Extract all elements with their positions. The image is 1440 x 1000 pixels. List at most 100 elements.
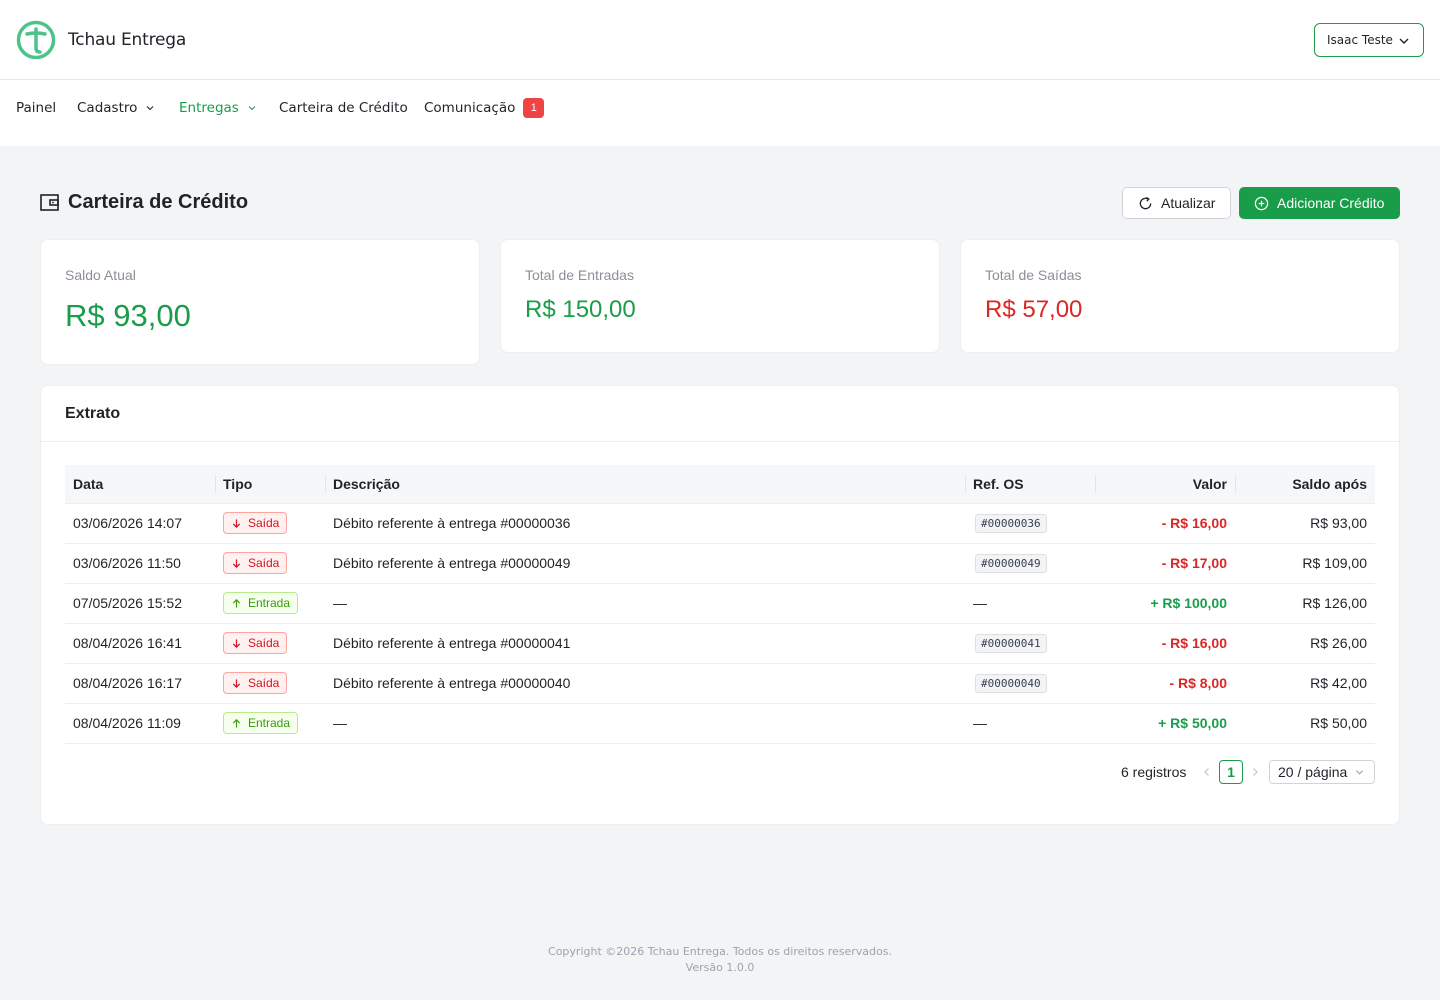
cell-saldo: R$ 126,00 [1235,583,1375,624]
table-row: 08/04/2026 16:17 Saída Débito referente à … [65,663,1375,704]
col-data[interactable]: Data [65,465,215,504]
nav-cadastro-label: Cadastro [77,100,138,116]
page-size-value: 20 / página [1278,764,1348,780]
logo-icon[interactable] [16,20,56,60]
user-name: Isaac Teste [1327,33,1393,47]
arrow-down-icon [232,558,241,568]
table-row: 03/06/2026 11:50 Saída Débito referente à … [65,543,1375,584]
col-saldo[interactable]: Saldo após [1235,465,1375,504]
cell-valor: - R$ 16,00 [1095,623,1235,664]
stat-card-saldo: Saldo Atual R$ 93,00 [40,239,480,365]
type-tag-label: Entrada [248,716,291,730]
refresh-button[interactable]: Atualizar [1122,187,1231,219]
arrow-down-icon [232,638,241,648]
top-header: Tchau Entrega Isaac Teste [0,0,1440,80]
col-tipo[interactable]: Tipo [215,465,325,504]
cell-ref: #00000040 [965,663,1095,704]
type-tag-label: Saída [248,676,280,690]
col-valor[interactable]: Valor [1095,465,1235,504]
ref-os-tag[interactable]: #00000049 [975,553,1047,573]
nav-entregas-label: Entregas [179,100,239,116]
cell-descricao: — [325,583,965,624]
wallet-icon [40,194,59,211]
chevron-down-icon [1355,770,1364,775]
main-nav: Painel Cadastro Entregas Carteira de Cré… [0,80,1440,146]
table-row: 03/06/2026 14:07 Saída Débito referente à … [65,503,1375,544]
extrato-header: Extrato [41,386,1399,442]
arrow-down-icon [232,678,241,688]
stat-value: R$ 57,00 [985,296,1083,323]
cell-saldo: R$ 42,00 [1235,663,1375,704]
total-records: 6 registros [1121,764,1187,780]
cell-saldo: R$ 109,00 [1235,543,1375,584]
page-title-text: Carteira de Crédito [68,191,249,213]
type-tag: Saída [223,512,288,534]
table-row: 07/05/2026 15:52 Entrada — — + R$ 100,00 R$ 1… [65,583,1375,624]
cell-data: 07/05/2026 15:52 [65,583,215,624]
chevron-right-icon[interactable] [1249,766,1261,778]
stat-value: R$ 150,00 [525,296,636,323]
nav-painel-label: Painel [16,100,57,116]
user-menu-button[interactable]: Isaac Teste [1314,23,1424,57]
add-credit-button[interactable]: Adicionar Crédito [1239,187,1400,219]
table-row: 08/04/2026 16:41 Saída Débito referente à … [65,623,1375,664]
chevron-down-icon [147,106,154,111]
ref-os-tag[interactable]: #00000036 [975,513,1047,533]
nav-comunicacao[interactable]: Comunicação 1 [424,98,545,118]
stat-card-entradas: Total de Entradas R$ 150,00 [500,239,940,353]
ref-os-tag[interactable]: #00000041 [975,633,1047,653]
extrato-table: Data Tipo Descrição Ref. OS Valor Saldo … [65,465,1375,744]
nav-cadastro[interactable]: Cadastro [77,98,155,118]
nav-carteira-label: Carteira de Crédito [279,100,408,116]
arrow-up-icon [232,718,241,728]
cell-saldo: R$ 50,00 [1235,703,1375,744]
nav-carteira[interactable]: Carteira de Crédito [279,98,408,118]
cell-ref: — [965,583,1095,624]
extrato-title: Extrato [65,405,121,422]
pagination: 6 registros 1 20 / página [41,760,1399,784]
cell-tipo: Saída [215,663,325,704]
cell-tipo: Saída [215,623,325,664]
footer-version: Versão 1.0.0 [685,961,755,974]
cell-data: 03/06/2026 11:50 [65,543,215,584]
arrow-up-icon [232,598,241,608]
type-tag: Entrada [223,592,299,614]
chevron-left-icon[interactable] [1201,766,1213,778]
chevron-down-icon [1399,38,1409,44]
chevron-down-icon [248,106,256,111]
type-tag-label: Saída [248,636,280,650]
nav-painel[interactable]: Painel [16,98,56,118]
type-tag-label: Saída [248,516,280,530]
type-tag: Saída [223,672,288,694]
nav-entregas[interactable]: Entregas [179,98,257,118]
cell-valor: - R$ 16,00 [1095,503,1235,544]
ref-os-empty: — [973,715,987,731]
stat-label: Total de Saídas [985,267,1082,283]
cell-valor: + R$ 100,00 [1095,583,1235,624]
cell-tipo: Entrada [215,703,325,744]
footer: Copyright ©2026 Tchau Entrega. Todos os … [0,944,1440,976]
nav-comunicacao-label: Comunicação [424,100,516,116]
col-ref[interactable]: Ref. OS [965,465,1095,504]
cell-data: 03/06/2026 14:07 [65,503,215,544]
type-tag: Entrada [223,712,299,734]
cell-ref: — [965,703,1095,744]
stat-label: Total de Entradas [525,267,634,283]
ref-os-tag[interactable]: #00000040 [975,673,1047,693]
cell-saldo: R$ 93,00 [1235,503,1375,544]
stat-label: Saldo Atual [65,267,136,283]
cell-tipo: Entrada [215,583,325,624]
page-size-select[interactable]: 20 / página [1269,760,1375,784]
stat-value: R$ 93,00 [65,298,191,333]
cell-data: 08/04/2026 11:09 [65,703,215,744]
stat-card-saidas: Total de Saídas R$ 57,00 [960,239,1400,353]
cell-descricao: — [325,703,965,744]
cell-valor: - R$ 17,00 [1095,543,1235,584]
cell-descricao: Débito referente à entrega #00000036 [325,503,965,544]
page-number-current[interactable]: 1 [1219,760,1243,784]
arrow-down-icon [232,518,241,528]
col-descricao[interactable]: Descrição [325,465,965,504]
table-row: 08/04/2026 11:09 Entrada — — + R$ 50,00 R$ 50… [65,703,1375,744]
plus-circle-icon [1254,196,1269,210]
ref-os-empty: — [973,595,987,611]
